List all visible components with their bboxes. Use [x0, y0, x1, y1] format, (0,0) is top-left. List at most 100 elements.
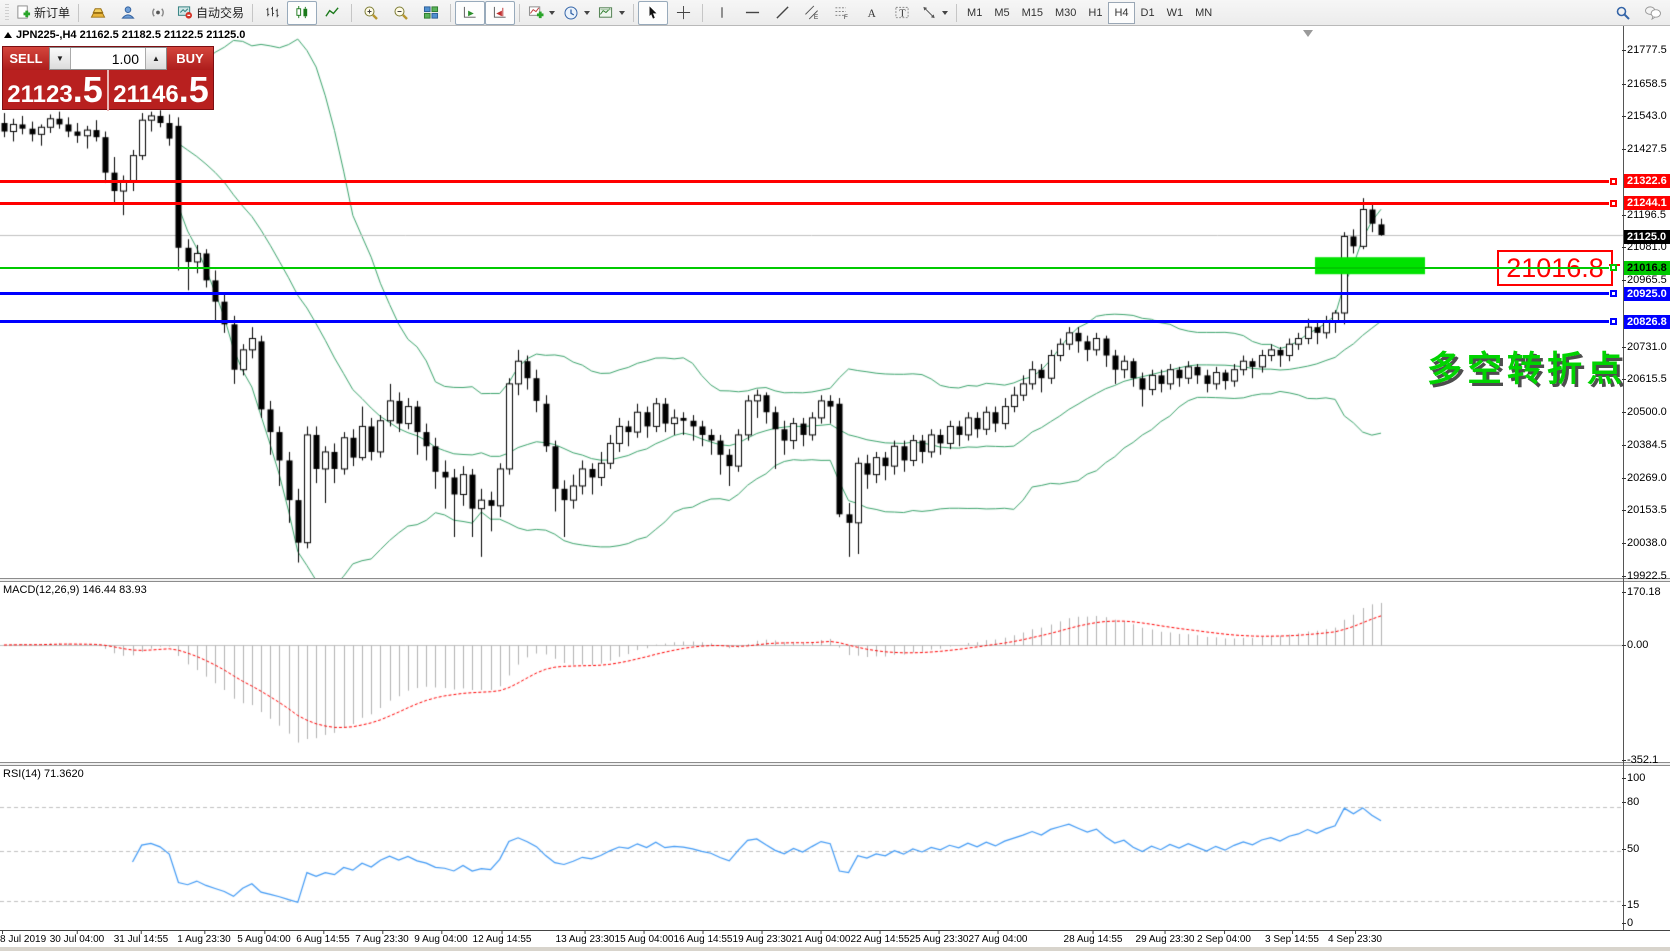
- sell-price[interactable]: 21123 .5: [3, 70, 109, 111]
- indicators-dropdown-arrow: [549, 10, 556, 15]
- expand-triangle-icon[interactable]: [4, 32, 12, 38]
- rsi-axis-label: 80: [1621, 796, 1640, 808]
- timeframe-m5[interactable]: M5: [994, 6, 1010, 19]
- clock-icon: [564, 6, 578, 19]
- timeframe-w1[interactable]: W1: [1166, 6, 1184, 19]
- trendline-button[interactable]: [767, 1, 797, 25]
- time-axis-label: 8 Jul 2019: [0, 931, 47, 945]
- horizontal-line-button[interactable]: [737, 1, 767, 25]
- time-axis-label: 5 Aug 04:00: [237, 931, 291, 945]
- periods-button[interactable]: [559, 1, 594, 25]
- market-watch-button[interactable]: [83, 1, 113, 25]
- sell-button[interactable]: SELL: [3, 47, 49, 70]
- volume-input[interactable]: 1.00: [71, 48, 145, 69]
- arrows-dropdown-arrow: [942, 10, 949, 15]
- timeframe-h4[interactable]: H4: [1108, 1, 1135, 24]
- horizontal-line-21016.8[interactable]: [0, 266, 1609, 269]
- text-label-button[interactable]: T: [887, 1, 917, 25]
- new-order-button[interactable]: 新订单: [12, 1, 74, 25]
- crosshair-button[interactable]: [668, 1, 698, 25]
- toolbar-separator: [519, 3, 521, 22]
- accounts-button[interactable]: [113, 1, 143, 25]
- zoom-in-button[interactable]: [356, 1, 386, 25]
- community-button[interactable]: [1638, 1, 1668, 25]
- time-axis-label: 21 Aug 04:00: [791, 931, 851, 945]
- chart-shift-button[interactable]: [485, 0, 516, 25]
- price-axis-label: 20038.0: [1622, 537, 1667, 549]
- fibonacci-button[interactable]: F: [827, 1, 857, 25]
- horizontal-line-20925[interactable]: [0, 292, 1609, 296]
- price-tag: 21244.1: [1624, 196, 1670, 211]
- timeframe-m15[interactable]: M15: [1021, 6, 1043, 19]
- chart-shift-icon: [493, 6, 506, 18]
- candlestick-chart-button[interactable]: [287, 0, 318, 25]
- autotrading-button[interactable]: 自动交易: [173, 1, 248, 25]
- cursor-icon: [649, 6, 657, 19]
- line-chart-button[interactable]: [317, 1, 347, 25]
- buy-price[interactable]: 21146 .5: [109, 70, 213, 111]
- line-chart-icon: [324, 7, 339, 17]
- volume-decrement-button[interactable]: ▼: [50, 48, 71, 69]
- candlestick-chart-icon: [295, 5, 307, 19]
- pane-splitter[interactable]: [0, 762, 1670, 766]
- line-anchor-marker[interactable]: [1610, 177, 1617, 185]
- volume-increment-button[interactable]: ▲: [145, 48, 166, 69]
- indicators-button[interactable]: [524, 1, 559, 25]
- line-anchor-marker[interactable]: [1610, 290, 1617, 298]
- tile-windows-button[interactable]: [416, 1, 446, 25]
- macd-canvas[interactable]: [0, 582, 1623, 762]
- timeframe-d1[interactable]: D1: [1140, 6, 1155, 19]
- time-axis-label: 1 Aug 23:30: [177, 931, 231, 945]
- price-axis-label: 20731.0: [1622, 341, 1667, 353]
- cursor-button[interactable]: [638, 0, 669, 25]
- channel-icon: E: [805, 5, 819, 20]
- time-axis-label: 29 Aug 23:30: [1135, 931, 1195, 945]
- arrows-button[interactable]: [917, 1, 952, 25]
- price-axis-label: 20153.5: [1622, 504, 1667, 516]
- search-button[interactable]: [1608, 1, 1638, 25]
- timeframe-h1[interactable]: H1: [1088, 6, 1103, 19]
- line-anchor-marker[interactable]: [1610, 199, 1617, 207]
- templates-button[interactable]: [594, 1, 629, 25]
- gold-icon: [90, 8, 106, 18]
- toolbar-separator: [78, 3, 80, 22]
- chart-shift-marker-icon[interactable]: [1303, 30, 1313, 37]
- line-anchor-marker[interactable]: [1610, 318, 1617, 326]
- horizontal-line-20826.8[interactable]: [0, 320, 1609, 324]
- turning-point-note[interactable]: 多空转折点: [1427, 350, 1628, 389]
- auto-scroll-button[interactable]: [455, 0, 486, 25]
- status-strip: [0, 947, 1670, 951]
- macd-axis-label: 170.18: [1622, 586, 1661, 598]
- new-order-icon: [17, 5, 31, 19]
- horizontal-line-21244.1[interactable]: [0, 201, 1609, 205]
- text-button[interactable]: A: [857, 1, 887, 25]
- price-axis-label: 19922.5: [1622, 570, 1667, 582]
- line-anchor-marker[interactable]: [1610, 264, 1617, 272]
- price-axis-border: [1623, 26, 1624, 947]
- pane-splitter[interactable]: [0, 578, 1670, 582]
- timeframe-m30[interactable]: M30: [1055, 6, 1077, 19]
- svg-text:A: A: [868, 8, 877, 20]
- rsi-axis-label: 100: [1621, 772, 1646, 784]
- horizontal-line-21322.6[interactable]: [0, 179, 1609, 183]
- price-tag: 21016.8: [1624, 260, 1670, 275]
- buy-button[interactable]: BUY: [167, 47, 213, 70]
- timeframe-bar: M1 M5 M15 M30 H1 H4 D1 W1 MN: [961, 1, 1218, 24]
- bar-chart-button[interactable]: [257, 1, 287, 25]
- svg-text:T: T: [899, 8, 906, 19]
- rsi-canvas[interactable]: [0, 766, 1623, 930]
- time-axis[interactable]: 8 Jul 2019 30 Jul 04:00 31 Jul 14:55 1 Aug …: [0, 930, 1670, 948]
- templates-dropdown-arrow: [619, 10, 626, 15]
- zoom-out-button[interactable]: [386, 1, 416, 25]
- alerts-button[interactable]: [143, 1, 173, 25]
- indicators-icon: [529, 6, 544, 19]
- timeframe-m1[interactable]: M1: [967, 6, 983, 19]
- vertical-line-button[interactable]: [707, 1, 737, 25]
- timeframe-mn[interactable]: MN: [1195, 6, 1213, 19]
- toolbar-separator: [702, 3, 704, 22]
- main-chart-canvas[interactable]: [0, 26, 1623, 578]
- time-axis-label: 31 Jul 14:55: [113, 931, 169, 945]
- fibonacci-icon: F: [835, 7, 848, 20]
- vertical-line-icon: [721, 7, 723, 18]
- equidistant-channel-button[interactable]: E: [797, 1, 827, 25]
